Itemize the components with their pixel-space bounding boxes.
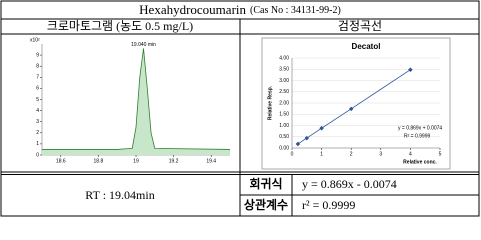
chart-title: Decatol: [352, 42, 381, 51]
x-tick-label: 19: [133, 158, 139, 164]
y-tick-label: 6: [36, 86, 39, 92]
y-tick-label: 0: [36, 152, 39, 158]
y-tick-label: 2.50: [279, 89, 289, 95]
row-label: 회귀식: [249, 176, 282, 191]
y-tick-label: 1.00: [279, 123, 289, 129]
y-unit: x10²: [30, 37, 40, 43]
annotation: R² = 0.9999: [404, 133, 430, 139]
y-tick-label: 1.50: [279, 112, 289, 118]
x-tick-label: 3: [379, 151, 382, 157]
y-tick-label: 4: [36, 108, 39, 114]
x-tick-label: 2: [350, 151, 353, 157]
x-tick-label: 5: [439, 151, 442, 157]
header-left: 크로마토그램 (농도 0.5 mg/L): [47, 19, 193, 33]
page: Hexahydrocoumarin (Cas No : 34131-99-2) 크…: [0, 0, 480, 217]
y-tick-label: 9: [36, 52, 39, 58]
point: [295, 141, 301, 147]
row-value: r² = 0.9999: [302, 198, 355, 212]
row-value: y = 0.869x - 0.0074: [302, 177, 397, 191]
title: Hexahydrocoumarin (Cas No : 34131-99-2): [139, 2, 341, 17]
y-tick-label: 5: [36, 97, 39, 103]
peak-label: 19.040 min: [131, 42, 156, 48]
peak-fill: [42, 48, 230, 155]
y-axis-label: Relative Resp.: [267, 85, 273, 120]
y-tick-label: 3.50: [279, 67, 289, 73]
y-tick-label: 2: [36, 130, 39, 136]
y-tick-label: 2.00: [279, 100, 289, 106]
x-tick-label: 18.8: [94, 158, 104, 164]
x-tick-label: 19.2: [169, 158, 179, 164]
y-tick-label: 1: [36, 141, 39, 147]
y-tick-label: 3: [36, 119, 39, 125]
x-tick-label: 19.4: [206, 158, 216, 164]
y-tick-label: 7: [36, 75, 39, 81]
title-cas: (Cas No : 34131-99-2): [250, 5, 341, 16]
chart-frame: [261, 37, 451, 170]
point: [304, 135, 310, 141]
annotation: y = 0.869x + 0.0074: [398, 125, 442, 131]
x-tick-label: 1: [320, 151, 323, 157]
x-axis-label: Relative conc.: [403, 159, 437, 165]
title-name: Hexahydrocoumarin: [139, 2, 246, 17]
y-tick-label: 0.00: [279, 145, 289, 151]
x-tick-label: 4: [409, 151, 412, 157]
y-tick-label: 8: [36, 64, 39, 70]
trace: [42, 48, 231, 150]
header-right: 검정곡선: [338, 19, 382, 33]
y-tick-label: 3.00: [279, 78, 289, 84]
y-tick-label: 4.00: [279, 55, 289, 61]
y-tick-label: 0.50: [279, 134, 289, 140]
x-tick-label: 18.6: [56, 158, 66, 164]
x-tick-label: 0: [291, 151, 294, 157]
rt: RT : 19.04min: [85, 188, 154, 202]
row-label: 상관계수: [244, 197, 288, 212]
